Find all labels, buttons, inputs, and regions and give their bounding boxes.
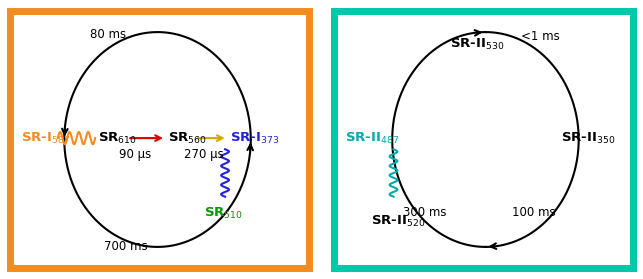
Text: SR$_{610}$: SR$_{610}$ [98, 131, 137, 146]
Text: 300 ms: 300 ms [403, 206, 446, 218]
Text: 100 ms: 100 ms [512, 206, 556, 218]
Text: SR-I$_{587}$: SR-I$_{587}$ [21, 131, 70, 146]
Text: 80 ms: 80 ms [90, 28, 126, 41]
Text: SR$_{560}$: SR$_{560}$ [168, 131, 208, 146]
Bar [10, 11, 309, 268]
Bar [334, 11, 633, 268]
Text: SR-II$_{350}$: SR-II$_{350}$ [561, 131, 615, 146]
Text: SR-II$_{520}$: SR-II$_{520}$ [371, 214, 425, 229]
Text: SR-II$_{530}$: SR-II$_{530}$ [450, 37, 504, 52]
Text: SR-I$_{373}$: SR-I$_{373}$ [230, 131, 280, 146]
Text: <1 ms: <1 ms [521, 30, 559, 43]
Text: 270 μs: 270 μs [184, 148, 224, 161]
Text: 90 μs: 90 μs [119, 148, 151, 161]
Text: 700 ms: 700 ms [104, 240, 147, 253]
Text: SR-II$_{487}$: SR-II$_{487}$ [345, 131, 399, 146]
Text: SR$_{510}$: SR$_{510}$ [204, 206, 244, 221]
